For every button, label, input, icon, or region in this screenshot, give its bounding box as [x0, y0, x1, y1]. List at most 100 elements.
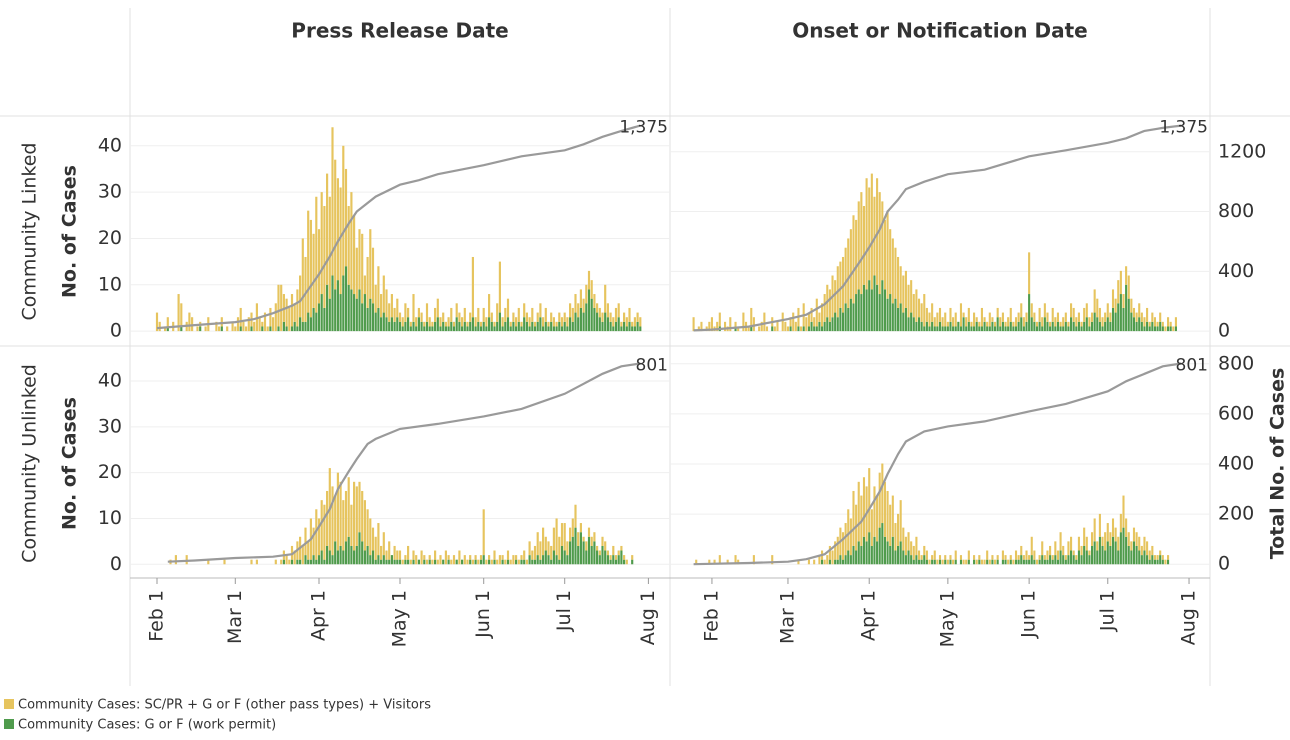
- bar: [1030, 536, 1033, 556]
- bar: [1004, 555, 1007, 560]
- bar: [247, 317, 250, 332]
- bar: [1028, 294, 1031, 332]
- bar: [234, 326, 237, 332]
- bar: [881, 280, 884, 332]
- bar: [307, 312, 310, 332]
- bar: [404, 555, 407, 560]
- bar: [1167, 555, 1170, 560]
- bar: [269, 307, 272, 327]
- bar: [528, 326, 531, 332]
- bar: [493, 550, 496, 560]
- bar: [355, 247, 358, 299]
- bar: [747, 326, 750, 332]
- bar: [479, 559, 483, 565]
- bar: [1138, 550, 1141, 565]
- bar: [261, 326, 264, 332]
- bar: [577, 317, 580, 332]
- bar: [737, 326, 740, 332]
- bar: [488, 294, 491, 318]
- bar: [501, 555, 504, 560]
- bar: [973, 555, 976, 560]
- bar: [574, 504, 577, 528]
- bar: [631, 559, 634, 565]
- bar: [336, 472, 339, 551]
- bar: [598, 555, 601, 565]
- bar: [309, 559, 312, 565]
- bar: [479, 321, 483, 327]
- cumulative-line: [156, 124, 641, 330]
- bar: [1135, 545, 1138, 565]
- bar: [328, 550, 331, 565]
- bar: [1070, 550, 1073, 565]
- bar: [1077, 536, 1080, 551]
- bar: [231, 321, 234, 332]
- bar: [436, 317, 439, 332]
- bar: [469, 321, 472, 332]
- bar: [1049, 555, 1052, 565]
- bar: [363, 275, 366, 295]
- bar: [331, 486, 334, 556]
- bar: [288, 559, 291, 565]
- bar: [361, 541, 364, 565]
- bar: [609, 559, 612, 565]
- bar: [415, 317, 418, 327]
- bar: [326, 545, 329, 565]
- bar: [482, 307, 485, 322]
- bar: [523, 559, 526, 565]
- x-tick-label: Feb 1: [700, 590, 722, 642]
- bar: [1101, 326, 1104, 332]
- bar: [555, 326, 558, 332]
- bar: [1062, 317, 1065, 327]
- bar: [536, 532, 539, 556]
- bar: [371, 527, 375, 551]
- bar: [978, 326, 981, 332]
- bar: [1156, 559, 1159, 565]
- bar: [218, 326, 221, 332]
- bar: [409, 321, 412, 327]
- bar: [323, 504, 326, 560]
- bar: [860, 192, 863, 295]
- bar: [339, 187, 342, 295]
- bar: [1067, 326, 1070, 332]
- bar: [1009, 559, 1012, 565]
- bar: [1038, 559, 1041, 565]
- bar: [1004, 559, 1007, 565]
- bar: [628, 307, 631, 322]
- bar: [839, 555, 842, 565]
- bar: [528, 555, 531, 565]
- bar: [623, 555, 626, 560]
- bar: [810, 321, 813, 332]
- y2-tick-label: 0: [1218, 553, 1230, 575]
- bar: [917, 550, 921, 560]
- bar: [431, 326, 434, 332]
- bar: [566, 541, 569, 556]
- bar: [1080, 326, 1083, 332]
- bar: [555, 321, 558, 327]
- bar: [1043, 555, 1046, 560]
- bar: [936, 312, 939, 327]
- bar: [412, 294, 415, 322]
- bar: [331, 555, 334, 565]
- bar: [1159, 312, 1162, 322]
- bar: [1125, 536, 1128, 565]
- bar: [326, 173, 329, 285]
- bar: [857, 289, 860, 332]
- y2-tick-label: 200: [1218, 503, 1254, 525]
- bar: [353, 215, 356, 295]
- bar: [857, 481, 860, 542]
- bar: [382, 555, 385, 565]
- bar: [606, 555, 609, 565]
- bar: [515, 559, 518, 565]
- bar: [398, 550, 402, 560]
- bar: [196, 326, 199, 332]
- bar: [1051, 307, 1054, 322]
- bar: [317, 303, 321, 332]
- bar: [820, 303, 824, 327]
- bar: [301, 545, 304, 565]
- bar: [967, 321, 970, 332]
- cumulative-line: [693, 362, 1182, 566]
- bar: [431, 559, 434, 565]
- bar: [452, 555, 456, 565]
- bar: [915, 289, 918, 322]
- bar: [1146, 321, 1149, 332]
